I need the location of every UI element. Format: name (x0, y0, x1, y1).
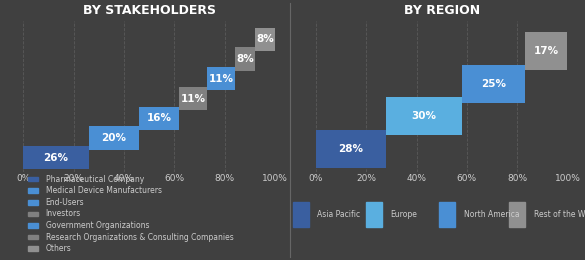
Text: 8%: 8% (256, 34, 274, 44)
Text: 26%: 26% (44, 153, 68, 163)
FancyBboxPatch shape (29, 188, 38, 193)
Text: Asia Pacific: Asia Pacific (317, 210, 360, 219)
Bar (462, 65, 525, 103)
FancyBboxPatch shape (29, 200, 38, 205)
Bar (386, 97, 462, 135)
Text: 17%: 17% (534, 46, 559, 56)
Bar (255, 28, 275, 51)
Text: Rest of the World: Rest of the World (534, 210, 585, 219)
Text: 16%: 16% (147, 113, 172, 123)
Bar (180, 87, 207, 110)
Title: BY STAKEHOLDERS: BY STAKEHOLDERS (82, 4, 216, 17)
FancyBboxPatch shape (29, 212, 38, 216)
Text: End-Users: End-Users (46, 198, 84, 207)
Text: Government Organizations: Government Organizations (46, 221, 149, 230)
Bar (23, 146, 89, 169)
Bar (235, 48, 255, 71)
Text: Pharmaceutical Company: Pharmaceutical Company (46, 175, 144, 184)
Text: Investors: Investors (46, 209, 81, 218)
FancyBboxPatch shape (292, 202, 309, 227)
Text: 11%: 11% (181, 94, 206, 103)
Text: 25%: 25% (481, 79, 506, 89)
FancyBboxPatch shape (509, 202, 525, 227)
Text: 28%: 28% (339, 144, 364, 154)
FancyBboxPatch shape (29, 223, 38, 228)
FancyBboxPatch shape (29, 235, 38, 239)
Text: Europe: Europe (390, 210, 417, 219)
FancyBboxPatch shape (29, 246, 38, 251)
Text: Research Organizations & Consulting Companies: Research Organizations & Consulting Comp… (46, 232, 233, 242)
Text: Others: Others (46, 244, 71, 253)
Bar (316, 129, 386, 168)
Text: 30%: 30% (412, 111, 436, 121)
FancyBboxPatch shape (439, 202, 455, 227)
FancyBboxPatch shape (366, 202, 381, 227)
Text: Medical Device Manufacturers: Medical Device Manufacturers (46, 186, 161, 195)
FancyBboxPatch shape (29, 177, 38, 181)
Text: 20%: 20% (101, 133, 126, 143)
Text: 11%: 11% (208, 74, 233, 84)
Bar (139, 107, 180, 130)
Text: 8%: 8% (236, 54, 254, 64)
Bar (89, 126, 139, 150)
Text: North America: North America (463, 210, 519, 219)
Bar (525, 32, 567, 70)
Bar (207, 67, 235, 90)
Title: BY REGION: BY REGION (404, 4, 480, 17)
